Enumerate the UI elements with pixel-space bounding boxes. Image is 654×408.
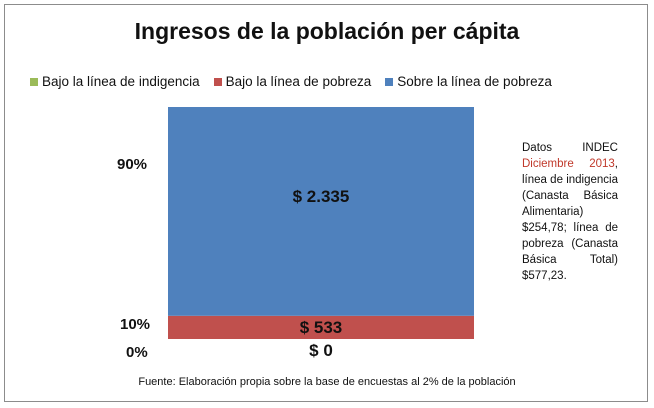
footer-source: Fuente: Elaboración propia sobre la base…: [138, 376, 516, 388]
bar-segment-sobre-pobreza: [168, 107, 474, 316]
source-note: Datos INDEC Diciembre 2013, línea de ind…: [522, 140, 618, 284]
chart-legend: Bajo la línea de indigencia Bajo la líne…: [30, 74, 566, 89]
y-tick-0: 0%: [126, 344, 148, 361]
legend-label-indigencia: Bajo la línea de indigencia: [42, 74, 200, 89]
note-date: Diciembre 2013: [522, 158, 615, 170]
legend-swatch-indigencia: [30, 77, 38, 86]
bar-segment-pobreza: [168, 315, 474, 339]
legend-item-sobre-pobreza: Sobre la línea de pobreza: [385, 74, 552, 89]
chart-title: Ingresos de la población per cápita: [134, 18, 520, 44]
legend-label-sobre-pobreza: Sobre la línea de pobreza: [397, 74, 552, 89]
y-tick-90: 90%: [117, 156, 148, 173]
legend-item-pobreza: Bajo la línea de pobreza: [213, 74, 372, 89]
legend-swatch-sobre-pobreza: [385, 77, 394, 86]
legend-item-indigencia: Bajo la línea de indigencia: [30, 74, 200, 89]
note-rest: , línea de indigencia (Canasta Básica Al…: [522, 158, 618, 282]
note-line1: Datos INDEC: [522, 142, 618, 154]
y-tick-10: 10%: [120, 316, 151, 333]
data-label-pobreza: $ 533: [300, 318, 343, 337]
legend-swatch-pobreza: [213, 77, 222, 86]
data-label-sobre-pobreza: $ 2.335: [293, 187, 350, 206]
legend-label-pobreza: Bajo la línea de pobreza: [225, 74, 372, 89]
data-label-indigencia: $ 0: [309, 341, 333, 360]
